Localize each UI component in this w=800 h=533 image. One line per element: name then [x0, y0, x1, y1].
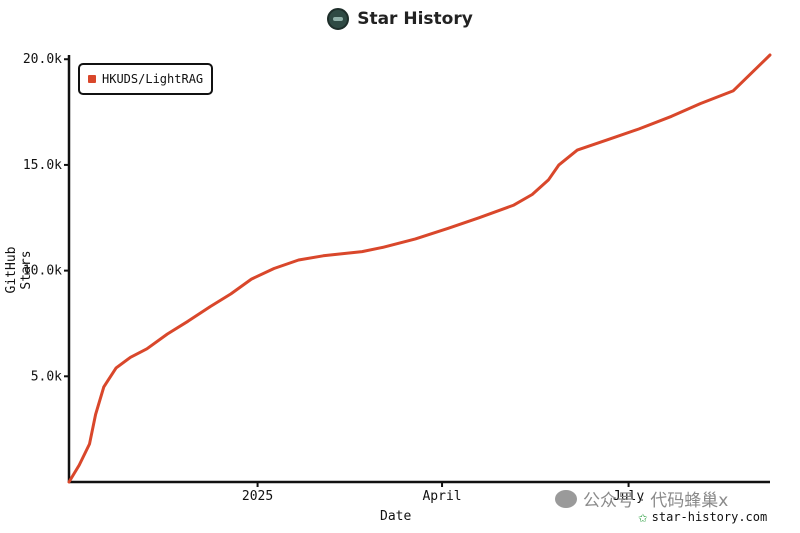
chart-title-bar: Star History [0, 8, 800, 30]
y-tick-label: 15.0k [23, 158, 62, 173]
site-link[interactable]: star-history.com [651, 510, 768, 524]
x-tick-label: July [613, 489, 644, 504]
y-tick-label: 20.0k [23, 52, 62, 67]
y-tick-label: 10.0k [23, 264, 62, 279]
chart-axes [67, 55, 770, 484]
y-tick-label: 5.0k [31, 369, 62, 384]
star-icon: ✩ [638, 507, 648, 526]
star-history-logo-icon [327, 8, 350, 30]
chart-legend: HKUDS/LightRAG [78, 63, 213, 95]
chart-series-layer [67, 53, 772, 484]
y-axis-label: GitHub Stars [4, 246, 34, 294]
legend-swatch [88, 75, 96, 83]
series-line-lightrag [67, 53, 772, 484]
chart-title: Star History [357, 9, 473, 29]
watermark-text: 公众号 · 代码蜂巢x [583, 491, 729, 511]
wechat-icon [555, 489, 577, 508]
site-credit[interactable]: ✩ star-history.com [638, 509, 767, 525]
wechat-watermark: 公众号 · 代码蜂巢x [555, 486, 728, 511]
x-tick-label: 2025 [242, 489, 273, 504]
x-axis-label: Date [380, 509, 412, 524]
chart-ticks: 5.0k 10.0k 15.0k 20.0k 2025 April July [23, 52, 645, 504]
x-tick-label: April [422, 489, 461, 504]
legend-label: HKUDS/LightRAG [102, 72, 204, 86]
